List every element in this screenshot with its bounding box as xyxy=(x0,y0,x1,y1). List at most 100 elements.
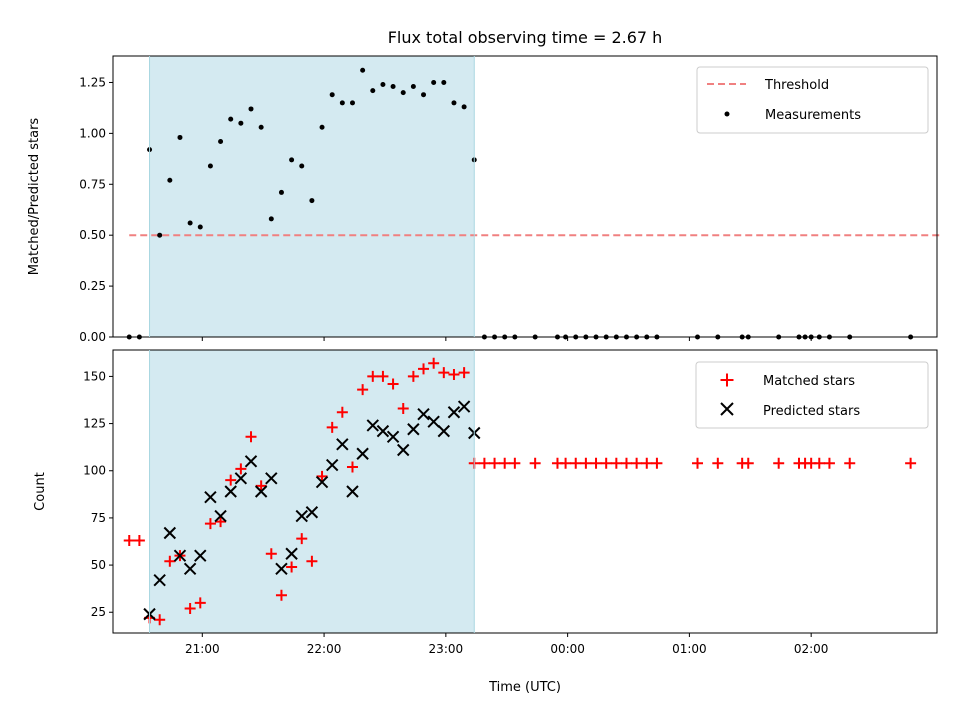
matched-star-point xyxy=(184,602,196,614)
count-axes-frame xyxy=(112,349,938,634)
predicted-star-point xyxy=(194,549,207,562)
predicted-star-point xyxy=(305,506,319,519)
matched-star-point xyxy=(245,431,257,443)
chart-title: Flux total observing time = 2.67 h xyxy=(388,28,663,47)
x-tick-label: 02:00 xyxy=(794,642,829,656)
matched-star-point xyxy=(610,457,622,469)
x-tick-label: 00:00 xyxy=(550,642,585,656)
measurement-point xyxy=(157,232,163,238)
predicted-star-point xyxy=(265,472,278,485)
count-x-axis: 21:00 22:00 23:00 00:00 01:00 02:00 xyxy=(185,633,828,656)
matched-star-point xyxy=(397,402,409,414)
y-tick-label: 125 xyxy=(83,417,106,431)
predicted-star-point xyxy=(254,485,268,498)
predicted-star-point xyxy=(356,447,369,460)
matched-star-point xyxy=(255,480,267,492)
matched-star-point xyxy=(448,369,460,381)
measurement-point xyxy=(197,224,203,230)
predicted-star-point xyxy=(315,475,329,489)
predicted-star-point xyxy=(437,424,451,438)
matched-star-point xyxy=(823,457,835,469)
ratio-legend-box xyxy=(696,66,929,134)
count-y-axis: 25 50 75 100 125 150 xyxy=(83,369,113,619)
predicted-legend-swatch xyxy=(720,402,734,416)
matched-star-point xyxy=(529,457,541,469)
matched-legend-swatch xyxy=(720,373,734,387)
predicted-star-point xyxy=(397,443,410,457)
matched-star-point xyxy=(133,535,145,547)
matched-star-point xyxy=(478,457,490,469)
x-axis-label: Time (UTC) xyxy=(488,680,561,695)
matched-star-point xyxy=(387,378,399,390)
count-y-axis-label: Count xyxy=(33,472,48,511)
predicted-star-point xyxy=(366,419,379,432)
predicted-legend-label: Predicted stars xyxy=(763,404,860,419)
ratio-x-axis xyxy=(201,337,812,341)
measurement-point xyxy=(258,124,264,130)
predicted-star-point xyxy=(376,424,390,438)
matched-star-point xyxy=(204,518,216,530)
matched-star-point xyxy=(773,457,785,469)
matched-star-point xyxy=(326,421,338,433)
y-tick-label: 100 xyxy=(83,464,106,478)
matched-star-point xyxy=(164,555,176,567)
predicted-star-point xyxy=(336,438,349,451)
matched-star-point xyxy=(225,474,237,486)
measurement-point xyxy=(360,67,366,73)
measurement-point xyxy=(339,100,345,106)
predicted-star-point xyxy=(285,547,298,560)
measurement-point xyxy=(421,92,427,98)
matched-star-point xyxy=(651,457,663,469)
y-tick-label: 25 xyxy=(91,605,106,619)
measurement-point xyxy=(268,216,274,222)
matched-star-point xyxy=(580,457,592,469)
x-tick-label: 21:00 xyxy=(185,642,220,656)
predicted-star-point xyxy=(163,526,177,540)
measurement-point xyxy=(218,139,224,145)
predicted-star-point xyxy=(183,562,197,576)
matched-star-point xyxy=(438,367,450,379)
predicted-star-point xyxy=(386,430,400,443)
matched-star-point xyxy=(600,457,612,469)
measurement-point xyxy=(177,134,183,140)
measurement-point xyxy=(309,198,315,204)
matched-star-point xyxy=(742,457,754,469)
measurement-point xyxy=(228,116,234,122)
matched-star-point xyxy=(631,457,643,469)
matched-star-point xyxy=(346,461,358,473)
matched-star-point xyxy=(357,384,369,396)
predicted-star-point xyxy=(244,455,258,468)
measurements-legend-label: Measurements xyxy=(765,108,861,123)
measurement-point xyxy=(431,79,437,85)
predicted-star-point xyxy=(407,423,420,436)
measurement-point xyxy=(319,124,325,130)
measurement-point xyxy=(370,88,376,94)
measurement-point xyxy=(380,82,386,88)
matched-star-point xyxy=(407,370,419,382)
x-tick-label: 22:00 xyxy=(307,642,342,656)
matched-star-point xyxy=(499,457,511,469)
ratio-axes-frame xyxy=(112,55,938,338)
matched-star-point xyxy=(570,457,582,469)
matched-star-point xyxy=(316,470,328,482)
matched-legend-label: Matched stars xyxy=(763,374,855,389)
matched-star-point xyxy=(458,367,470,379)
y-tick-label: 0.00 xyxy=(79,330,106,344)
matched-star-point xyxy=(215,516,227,528)
matched-star-point xyxy=(123,535,135,547)
observing-window-shade-bottom xyxy=(149,350,475,633)
ratio-panel: 0.00 0.25 0.50 0.75 1.00 1.25 Matched/Predict… xyxy=(27,55,942,344)
predicted-star-point xyxy=(457,400,471,413)
count-panel: 25 50 75 100 125 150 21:00 22:00 23:00 00:00 01:0… xyxy=(33,349,938,695)
predicted-star-point xyxy=(224,485,237,498)
matched-star-point xyxy=(560,457,572,469)
matched-star-point xyxy=(377,370,389,382)
predicted-star-point xyxy=(234,472,248,485)
measurement-point xyxy=(461,104,467,110)
matched-star-point xyxy=(336,406,348,418)
matched-star-point xyxy=(275,589,287,601)
measurement-point xyxy=(400,90,406,96)
matched-star-point xyxy=(712,457,724,469)
matched-star-point xyxy=(641,457,653,469)
predicted-star-point xyxy=(295,509,308,523)
